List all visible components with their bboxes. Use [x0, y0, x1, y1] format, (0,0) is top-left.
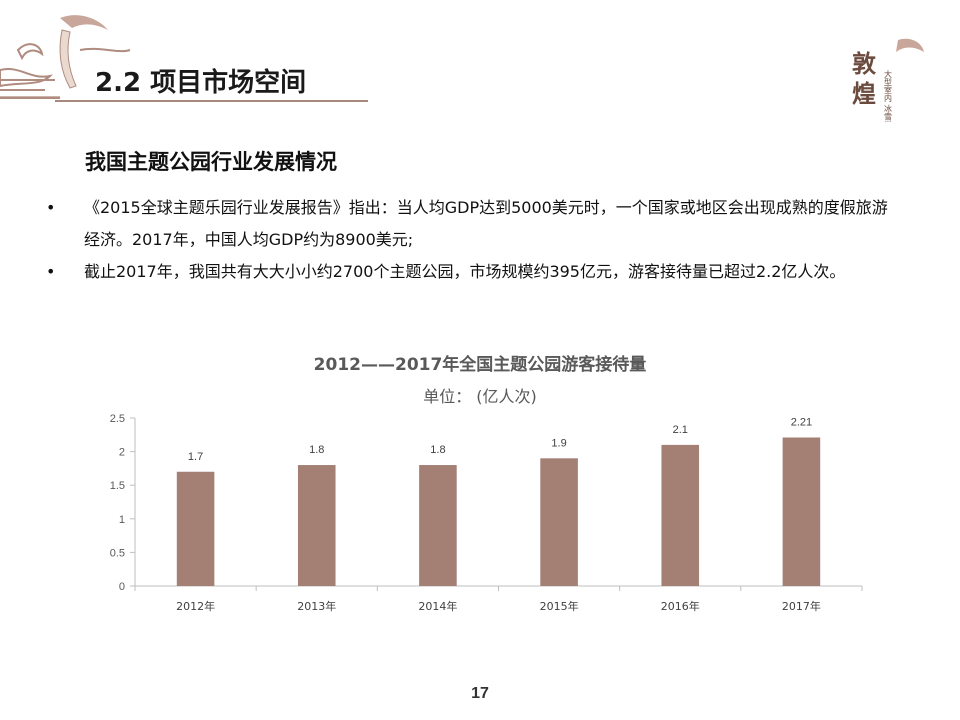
x-category-label: 2014年 — [418, 599, 457, 613]
x-category-label: 2012年 — [176, 599, 215, 613]
bullet-item-2: • 截止2017年，我国共有大大小小约2700个主题公园，市场规模约395亿元，… — [40, 256, 900, 288]
title-underline-accent — [0, 96, 60, 97]
chart-title: 2012——2017年全国主题公园游客接待量 — [313, 355, 647, 375]
bullet-list: • 《2015全球主题乐园行业发展报告》指出：当人均GDP达到5000美元时，一… — [40, 192, 900, 288]
bar-2015年 — [540, 458, 578, 586]
y-tick-label: 2.5 — [110, 413, 125, 425]
data-label: 1.8 — [430, 444, 445, 456]
data-label: 1.9 — [551, 437, 566, 449]
y-tick-label: 0 — [119, 581, 125, 593]
bullet-text: 《2015全球主题乐园行业发展报告》指出：当人均GDP达到5000美元时，一个国… — [84, 198, 888, 249]
page-number: 17 — [471, 685, 489, 702]
data-label: 2.21 — [791, 416, 812, 428]
section-title: 2.2 项目市场空间 — [95, 68, 307, 98]
x-category-label: 2013年 — [297, 599, 336, 613]
bullet-marker: • — [46, 262, 56, 281]
data-label: 2.1 — [673, 424, 688, 436]
bullet-item-1: • 《2015全球主题乐园行业发展报告》指出：当人均GDP达到5000美元时，一… — [40, 192, 900, 256]
bar-2017年 — [782, 437, 821, 586]
data-label: 1.8 — [309, 444, 324, 456]
cloud-crane-decoration — [0, 15, 131, 99]
x-category-label: 2017年 — [782, 599, 821, 613]
bullet-marker: • — [46, 198, 56, 217]
y-tick-label: 1 — [119, 514, 125, 526]
x-category-label: 2016年 — [661, 599, 700, 613]
bullet-text: 截止2017年，我国共有大大小小约2700个主题公园，市场规模约395亿元，游客… — [84, 262, 846, 281]
y-tick-label: 2 — [119, 447, 125, 459]
y-tick-label: 1.5 — [110, 480, 125, 492]
logo-char-2: 煌 — [852, 79, 876, 108]
title-underline — [55, 100, 368, 102]
x-category-label: 2015年 — [540, 599, 579, 613]
logo-char-1: 敦 — [852, 49, 877, 78]
bar-2014年 — [419, 465, 457, 586]
bar-2013年 — [297, 465, 336, 586]
chart-subtitle: 单位： (亿人次) — [423, 387, 537, 406]
bar-2016年 — [661, 444, 700, 586]
subheading: 我国主题公园行业发展情况 — [85, 150, 337, 174]
y-tick-label: 0.5 — [110, 547, 125, 559]
logo-tagline: 大型室内 冰雪世界项目 — [884, 69, 893, 122]
bar-2012年 — [176, 471, 215, 586]
dunhuang-logo: 敦 煌 大型室内 冰雪世界项目 — [852, 38, 924, 122]
data-label: 1.7 — [188, 451, 203, 463]
